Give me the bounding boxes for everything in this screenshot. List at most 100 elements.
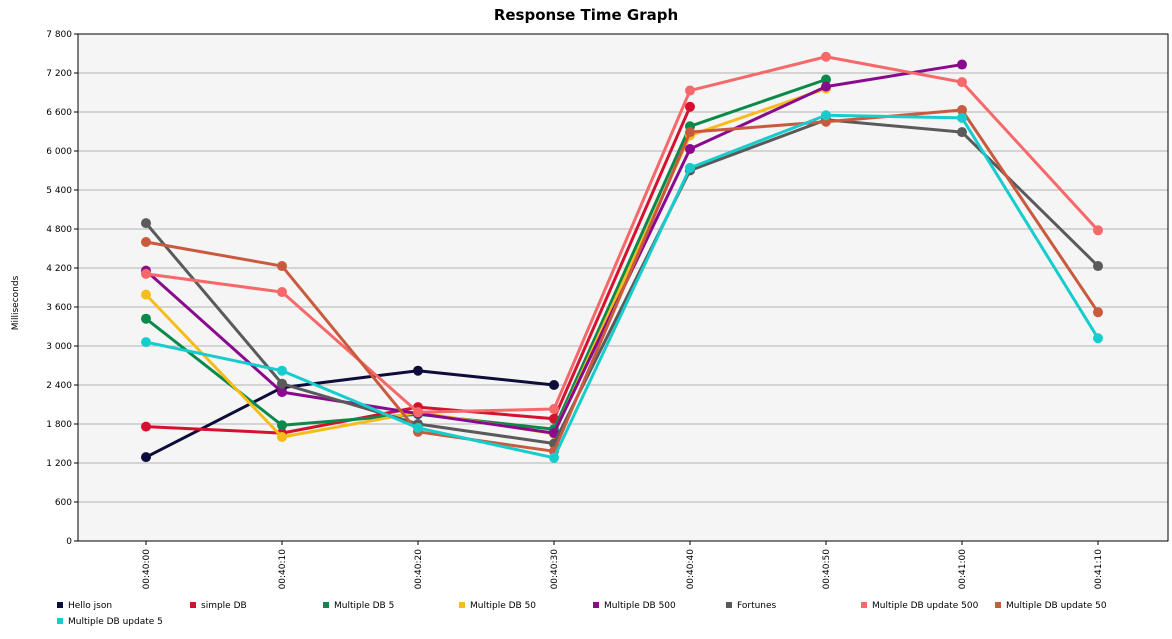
data-point <box>685 101 695 112</box>
legend-item: Multiple DB 50 <box>459 601 536 611</box>
legend-swatch <box>57 602 63 608</box>
series-line <box>145 108 1100 453</box>
legend-swatch <box>57 618 63 624</box>
legend: Hello json simple DB Multiple DB 5 Multiple… <box>57 601 1107 627</box>
chart-title: Response Time Graph <box>494 6 678 24</box>
y-tick-label: 4 200 <box>46 264 72 274</box>
x-tick-label: 00:40:30 <box>550 549 560 590</box>
legend-item: Multiple DB 500 <box>593 601 676 611</box>
series-line <box>145 55 1100 414</box>
data-point <box>821 74 831 85</box>
legend-swatch <box>459 602 465 608</box>
y-tick-label: 7 800 <box>46 30 72 40</box>
data-point <box>957 105 967 116</box>
series-multiple-db-update-5 <box>141 110 1103 463</box>
gridlines <box>78 72 1168 503</box>
series-multiple-db-update-500 <box>141 51 1103 418</box>
legend-swatch <box>861 602 867 608</box>
series-line <box>145 369 555 459</box>
series-multiple-db-update-50 <box>141 105 1103 457</box>
legend-label: Multiple DB 500 <box>604 601 676 611</box>
data-point <box>685 144 695 155</box>
y-tick-label: 600 <box>55 498 72 508</box>
data-point <box>685 85 695 96</box>
data-point <box>277 261 287 272</box>
y-tick-label: 0 <box>66 537 72 547</box>
y-tick-label: 3 000 <box>46 342 72 352</box>
x-axis: 00:40:00 00:40:10 00:40:20 00:40:30 00:40:40… <box>142 541 1104 589</box>
y-tick-label: 7 200 <box>46 69 72 79</box>
data-point <box>141 237 151 247</box>
series-lines <box>141 51 1103 463</box>
legend-item: Multiple DB 5 <box>323 601 394 611</box>
legend-label: Multiple DB 50 <box>470 601 536 611</box>
y-axis-title: Milliseconds <box>11 275 21 330</box>
data-point <box>277 432 287 442</box>
x-tick-label: 00:40:10 <box>278 549 288 590</box>
y-tick-label: 1 200 <box>46 459 72 469</box>
y-tick-label: 4 800 <box>46 225 72 235</box>
data-point <box>821 81 831 92</box>
legend-label: simple DB <box>201 601 247 611</box>
x-tick-label: 00:40:50 <box>822 549 832 590</box>
legend-label: Multiple DB update 500 <box>872 601 979 611</box>
legend-swatch <box>190 602 196 608</box>
data-point <box>821 51 831 62</box>
data-point <box>957 127 967 138</box>
data-point <box>549 380 559 390</box>
data-point <box>141 218 151 229</box>
data-point <box>1093 307 1103 318</box>
legend-swatch <box>323 602 329 608</box>
x-tick-label: 00:40:00 <box>142 549 152 590</box>
data-point <box>141 289 151 300</box>
y-tick-label: 1 800 <box>46 420 72 430</box>
legend-label: Fortunes <box>737 601 777 611</box>
legend-item: Multiple DB update 500 <box>861 601 979 611</box>
legend-item: Multiple DB update 5 <box>57 617 163 627</box>
y-tick-label: 5 400 <box>46 186 72 196</box>
legend-label: Multiple DB 5 <box>334 601 394 611</box>
x-tick-label: 00:40:20 <box>414 549 424 590</box>
data-point <box>413 365 423 376</box>
data-point <box>1093 261 1103 272</box>
data-point <box>549 452 559 463</box>
data-point <box>1093 225 1103 236</box>
data-point <box>957 59 967 70</box>
plot-border <box>77 33 1169 542</box>
legend-item: Fortunes <box>726 601 777 611</box>
y-tick-label: 6 600 <box>46 108 72 118</box>
series-line <box>144 118 1100 445</box>
x-tick-label: 00:41:00 <box>958 549 968 590</box>
data-point <box>549 404 559 415</box>
y-tick-label: 2 400 <box>46 381 72 391</box>
legend-label: Hello json <box>68 601 112 611</box>
data-point <box>141 337 151 348</box>
data-point <box>413 422 423 433</box>
legend-swatch <box>995 602 1001 608</box>
data-point <box>277 420 287 431</box>
legend-label: Multiple DB update 5 <box>68 617 163 627</box>
data-point <box>277 287 287 298</box>
data-point <box>141 421 151 432</box>
data-point <box>685 162 695 173</box>
data-point <box>413 407 423 418</box>
x-tick-label: 00:40:40 <box>686 549 696 590</box>
data-point <box>957 77 967 88</box>
y-tick-label: 3 600 <box>46 303 72 313</box>
data-point <box>277 365 287 376</box>
data-point <box>141 313 151 324</box>
legend-swatch <box>726 602 732 608</box>
legend-swatch <box>593 602 599 608</box>
data-point <box>821 110 831 121</box>
data-point <box>957 112 967 123</box>
series-line <box>145 113 1100 460</box>
x-tick-label: 00:41:10 <box>1094 549 1104 590</box>
data-point <box>685 127 695 138</box>
data-point <box>141 452 151 463</box>
y-axis: 0 600 1 200 1 800 2 400 3 000 3 600 4 200 4 800 5… <box>46 30 78 547</box>
legend-item: simple DB <box>190 601 247 611</box>
data-point <box>141 268 151 279</box>
legend-item: Multiple DB update 50 <box>995 601 1107 611</box>
